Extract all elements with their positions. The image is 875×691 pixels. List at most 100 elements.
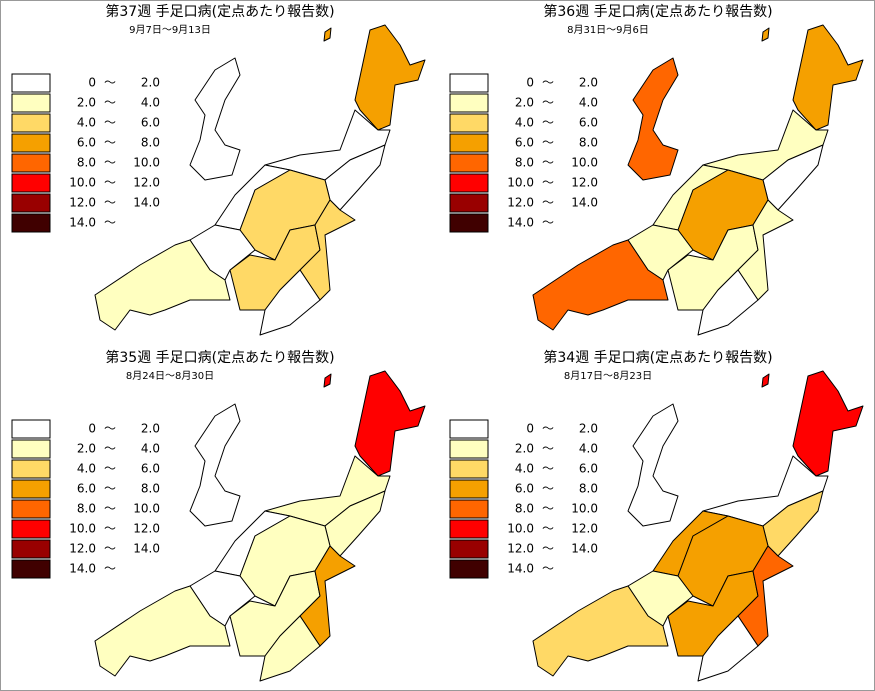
legend-swatch xyxy=(449,173,489,193)
legend-to: 10.0 xyxy=(133,156,160,170)
legend-from: 14.0 xyxy=(69,562,96,576)
legend-sep: 〜 xyxy=(104,196,116,210)
legend-from: 4.0 xyxy=(77,116,96,130)
legend-sep: 〜 xyxy=(104,562,116,576)
legend-to: 6.0 xyxy=(579,462,598,476)
legend-sep: 〜 xyxy=(104,462,116,476)
legend-swatch xyxy=(11,519,51,539)
legend-from: 8.0 xyxy=(77,156,96,170)
panel-title: 第37週 手足口病(定点あたり報告数) xyxy=(105,3,334,20)
map-panel: 第35週 手足口病(定点あたり報告数) 8月24日〜8月30日 0 〜 2.0 2.0 〜 4… xyxy=(11,349,426,682)
legend-swatch xyxy=(449,439,489,459)
legend-sep: 〜 xyxy=(542,522,554,536)
legend-to: 14.0 xyxy=(571,196,598,210)
legend-sep: 〜 xyxy=(542,462,554,476)
legend-to: 6.0 xyxy=(141,462,160,476)
legend-swatch xyxy=(449,479,489,499)
region xyxy=(627,403,679,527)
legend-to: 6.0 xyxy=(141,116,160,130)
legend-to: 8.0 xyxy=(579,136,598,150)
legend-sep: 〜 xyxy=(542,156,554,170)
map-panel: 第36週 手足口病(定点あたり報告数) 8月31日〜9月6日 0 〜 2.0 2.0 〜 4.… xyxy=(449,3,864,336)
legend-from: 14.0 xyxy=(69,216,96,230)
legend-sep: 〜 xyxy=(542,442,554,456)
date-range: 8月17日〜8月23日 xyxy=(564,370,652,382)
region xyxy=(323,27,332,42)
legend-swatch xyxy=(11,133,51,153)
legend-from: 0 xyxy=(526,76,534,90)
legend-swatch xyxy=(11,479,51,499)
legend-from: 2.0 xyxy=(515,96,534,110)
legend-from: 10.0 xyxy=(507,176,534,190)
legend-swatch xyxy=(449,519,489,539)
legend-from: 6.0 xyxy=(515,482,534,496)
legend-from: 10.0 xyxy=(507,522,534,536)
legend-from: 12.0 xyxy=(507,196,534,210)
legend-sep: 〜 xyxy=(542,116,554,130)
legend-swatch xyxy=(449,153,489,173)
legend-to: 4.0 xyxy=(141,96,160,110)
legend-sep: 〜 xyxy=(542,136,554,150)
legend-to: 10.0 xyxy=(571,502,598,516)
legend-to: 14.0 xyxy=(133,542,160,556)
legend-sep: 〜 xyxy=(542,76,554,90)
date-range: 9月7日〜9月13日 xyxy=(129,24,211,36)
legend-swatch xyxy=(449,93,489,113)
legend-swatch xyxy=(449,419,489,439)
legend-to: 12.0 xyxy=(571,176,598,190)
legend-swatch xyxy=(449,113,489,133)
legend-swatch xyxy=(11,193,51,213)
date-range: 8月24日〜8月30日 xyxy=(126,370,214,382)
legend-swatch xyxy=(449,559,489,579)
region xyxy=(189,403,241,527)
legend-sep: 〜 xyxy=(104,216,116,230)
panel-title: 第34週 手足口病(定点あたり報告数) xyxy=(543,349,772,366)
legend-from: 12.0 xyxy=(69,542,96,556)
legend-swatch xyxy=(449,133,489,153)
legend-from: 2.0 xyxy=(77,96,96,110)
region xyxy=(354,370,426,477)
legend-from: 0 xyxy=(88,422,96,436)
legend-sep: 〜 xyxy=(104,442,116,456)
legend-swatch xyxy=(449,193,489,213)
legend-sep: 〜 xyxy=(104,522,116,536)
legend-sep: 〜 xyxy=(542,216,554,230)
legend-to: 14.0 xyxy=(571,542,598,556)
legend-swatch xyxy=(449,539,489,559)
date-range: 8月31日〜9月6日 xyxy=(567,24,649,36)
panel-title: 第36週 手足口病(定点あたり報告数) xyxy=(543,3,772,20)
legend-sep: 〜 xyxy=(104,136,116,150)
legend-from: 6.0 xyxy=(77,136,96,150)
legend-to: 4.0 xyxy=(579,96,598,110)
region xyxy=(761,373,770,388)
legend-to: 8.0 xyxy=(141,136,160,150)
legend-sep: 〜 xyxy=(104,502,116,516)
region xyxy=(627,57,679,181)
legend-to: 6.0 xyxy=(579,116,598,130)
legend-sep: 〜 xyxy=(542,542,554,556)
legend-sep: 〜 xyxy=(542,176,554,190)
legend-swatch xyxy=(11,113,51,133)
legend-swatch xyxy=(449,499,489,519)
region xyxy=(189,57,241,181)
legend-swatch xyxy=(11,93,51,113)
legend-from: 12.0 xyxy=(69,196,96,210)
legend-sep: 〜 xyxy=(542,502,554,516)
legend-from: 12.0 xyxy=(507,542,534,556)
legend-from: 2.0 xyxy=(515,442,534,456)
legend-swatch xyxy=(11,153,51,173)
legend-from: 14.0 xyxy=(507,562,534,576)
legend-to: 12.0 xyxy=(133,522,160,536)
legend-sep: 〜 xyxy=(104,542,116,556)
legend-to: 2.0 xyxy=(579,422,598,436)
region xyxy=(792,24,864,131)
legend-swatch xyxy=(11,459,51,479)
legend-to: 2.0 xyxy=(579,76,598,90)
legend-to: 12.0 xyxy=(571,522,598,536)
legend-swatch xyxy=(11,213,51,233)
legend-from: 10.0 xyxy=(69,176,96,190)
legend-sep: 〜 xyxy=(104,422,116,436)
legend-sep: 〜 xyxy=(104,176,116,190)
legend-from: 4.0 xyxy=(515,116,534,130)
